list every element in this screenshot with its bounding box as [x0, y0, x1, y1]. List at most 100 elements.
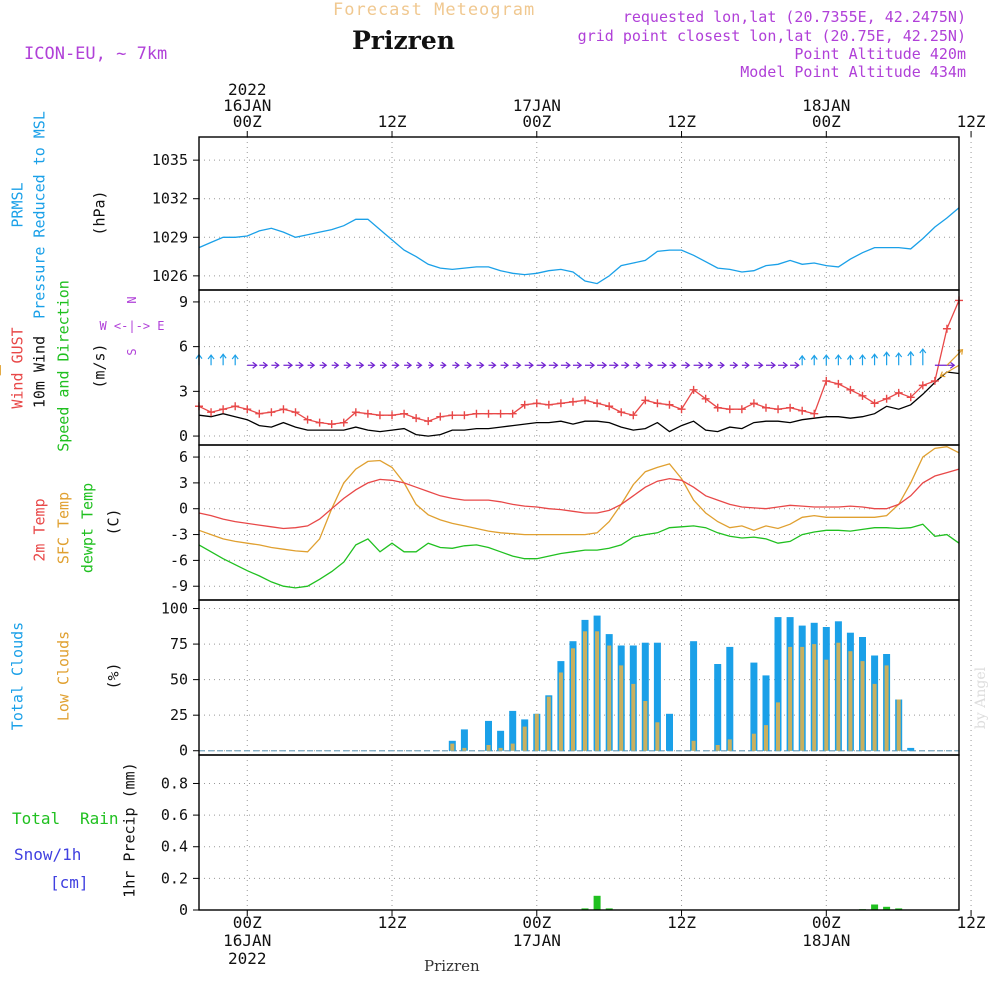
y-tick-label-wind: 9: [179, 293, 188, 311]
low-clouds-bar: [872, 683, 877, 751]
low-clouds-bar: [896, 699, 901, 751]
low-clouds-bar: [583, 631, 587, 751]
y-tick-label-precip: 0.8: [161, 774, 188, 792]
total-clouds-bar: [907, 747, 915, 751]
wind-direction-arrowhead: [394, 361, 400, 369]
wind-direction-arrowhead: [219, 353, 227, 359]
wind-direction-arrowhead: [798, 354, 806, 361]
wind-gust-point: [918, 381, 927, 390]
wind-direction-arrowhead: [370, 361, 376, 369]
wind-direction-arrowhead: [635, 361, 641, 369]
wind-direction-arrowhead: [859, 354, 866, 360]
wind-gust-point: [930, 376, 939, 385]
wind-direction-arrowhead: [333, 361, 340, 369]
y-tick-label-clouds: 0: [179, 742, 188, 760]
panel-frame-precip: [198, 754, 960, 911]
wind-direction-arrowhead: [601, 361, 608, 369]
y-tick-label-precip: 0.4: [161, 838, 188, 856]
rain-bar: [871, 904, 879, 910]
low-clouds-bar: [462, 747, 467, 751]
x-tick-label-bottom: 00Z: [233, 913, 262, 932]
wind-direction-arrowhead: [454, 361, 460, 369]
x-tick-label-bottom: 16JAN: [223, 931, 271, 950]
wind-direction-arrowhead: [698, 361, 704, 369]
panel-pressure: [199, 137, 959, 290]
y-tick-label-pressure: 1029: [152, 228, 188, 246]
low-clouds-bar: [727, 739, 732, 751]
y-tick-label-clouds: 25: [170, 706, 188, 724]
low-clouds-bar: [631, 683, 636, 751]
total-clouds-bar: [690, 641, 698, 751]
wind-gust-point: [713, 403, 722, 412]
wind-speed-direction-label: Speed and Direction: [55, 280, 73, 452]
wind-gust-point: [725, 405, 734, 414]
wind-direction-arrowhead: [810, 354, 818, 360]
wind-gust-point: [327, 420, 336, 429]
requested-coords: requested lon,lat (20.7355E, 42.2475N): [622, 8, 966, 26]
wind-gust-point: [291, 408, 300, 417]
wind-direction-arrowhead: [406, 361, 413, 369]
wind-gust-point: [484, 409, 493, 418]
wind-direction-arrowhead: [207, 354, 215, 360]
low-clouds-label: Low Clouds: [55, 631, 73, 721]
wind-gust-point: [761, 403, 770, 412]
rain-bar: [883, 906, 891, 910]
wind-gust-point: [810, 409, 819, 418]
pressure-unit: (hPa): [91, 190, 109, 235]
low-clouds-bar: [486, 745, 491, 751]
chart-title-faded: Forecast Meteogram: [333, 0, 536, 20]
wind-direction-arrowhead: [758, 361, 764, 369]
sfc-temp-line: [198, 446, 960, 553]
dewpt-temp-line: [198, 523, 960, 589]
rain-bar: [581, 908, 589, 910]
wind-direction-arrowhead: [684, 361, 691, 369]
x-tick-label-bottom: 2022: [228, 949, 267, 968]
low-clouds-bar: [450, 743, 455, 751]
x-tick-label-top: 12Z: [378, 112, 407, 131]
precip-axis-label: 1hr Precip (mm): [121, 762, 139, 897]
x-tick-label-bottom: 00Z: [812, 913, 841, 932]
y-tick-label-pressure: 1032: [152, 190, 188, 208]
wind-direction-arrowhead: [417, 361, 423, 369]
wind-direction-arrowhead: [466, 361, 472, 369]
wind-direction-arrowhead: [822, 354, 830, 360]
wind-gust-point: [882, 394, 891, 403]
wind-gust-point: [629, 411, 638, 420]
wind-gust-point: [436, 412, 445, 421]
wind-direction-arrowhead: [671, 361, 677, 369]
wind-direction-arrowhead: [939, 371, 946, 378]
low-clouds-bar: [691, 740, 696, 751]
low-clouds-bar: [510, 743, 515, 751]
y-tick-label-temp: 0: [179, 500, 188, 518]
x-tick-label-bottom: 12Z: [957, 913, 986, 932]
wind-direction-arrowhead: [565, 361, 571, 369]
wind-direction-arrowhead: [834, 354, 842, 360]
wind-gust-point: [834, 379, 843, 388]
wind-gust-point: [677, 405, 686, 414]
y-tick-label-wind: 6: [179, 338, 188, 356]
wind-gust-point: [641, 396, 650, 405]
wind-gust-point: [846, 385, 855, 394]
wind-direction-arrowhead: [576, 361, 583, 369]
y-tick-label-pressure: 1026: [152, 267, 188, 285]
wind-gust-point: [581, 396, 590, 405]
point-altitude: Point Altitude 420m: [794, 45, 966, 63]
wind-gust-point: [544, 400, 553, 409]
low-clouds-bar: [607, 645, 612, 751]
wind-gust-point: [207, 408, 216, 417]
low-clouds-bar: [534, 713, 539, 751]
y-tick-label-temp: -9: [170, 577, 188, 595]
low-clouds-bar: [571, 648, 575, 751]
wind-direction-arrowhead: [428, 361, 435, 369]
wind-gust-point: [400, 409, 409, 418]
precip-rain-label: Rain: [80, 809, 119, 828]
precip-total-label: Total: [12, 809, 60, 828]
temp-unit: (C): [105, 508, 123, 535]
wind-gust-point: [375, 411, 384, 420]
wind-gust-point: [822, 376, 831, 385]
x-tick-label-bottom: 17JAN: [513, 931, 561, 950]
precip-snow-label: Snow/1h: [14, 845, 81, 864]
wind-direction-arrowhead: [647, 361, 654, 369]
y-tick-label-precip: 0.6: [161, 806, 188, 824]
